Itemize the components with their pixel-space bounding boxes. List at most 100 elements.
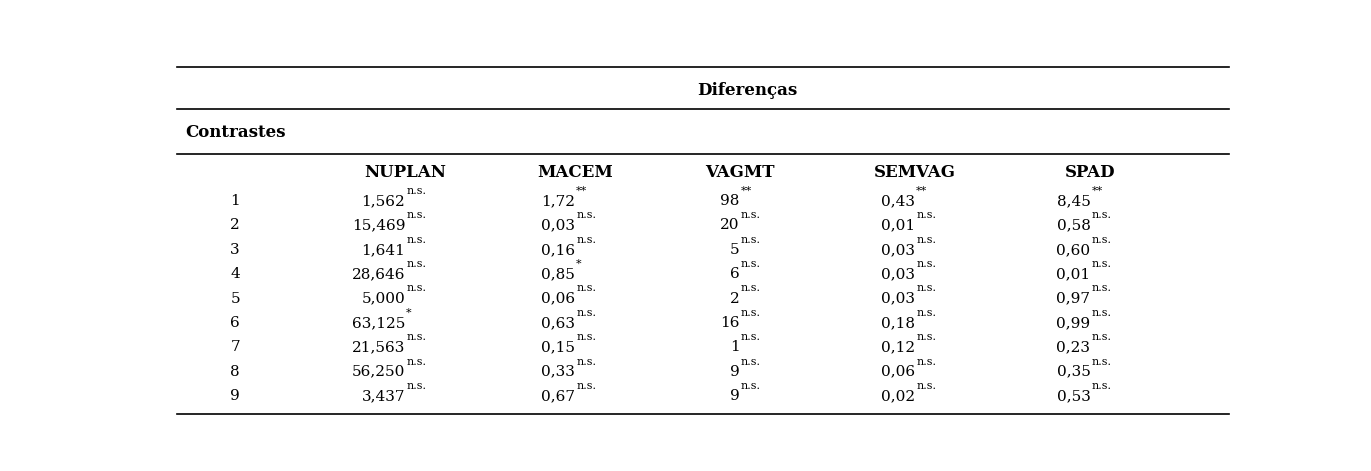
Text: 56,250: 56,250	[352, 365, 406, 379]
Text: 3: 3	[230, 243, 240, 257]
Text: 1,641: 1,641	[361, 243, 406, 257]
Text: n.s.: n.s.	[1091, 357, 1112, 366]
Text: 0,67: 0,67	[542, 389, 576, 403]
Text: 0,12: 0,12	[882, 341, 916, 354]
Text: n.s.: n.s.	[1091, 211, 1112, 220]
Text: 5: 5	[731, 243, 740, 257]
Text: n.s.: n.s.	[406, 211, 426, 220]
Text: VAGMT: VAGMT	[705, 164, 775, 181]
Text: 0,23: 0,23	[1057, 341, 1090, 354]
Text: n.s.: n.s.	[740, 235, 761, 245]
Text: SPAD: SPAD	[1065, 164, 1116, 181]
Text: n.s.: n.s.	[406, 186, 426, 196]
Text: 2: 2	[230, 219, 240, 233]
Text: *: *	[406, 308, 411, 318]
Text: 0,99: 0,99	[1056, 316, 1090, 330]
Text: n.s.: n.s.	[916, 357, 936, 366]
Text: 0,06: 0,06	[882, 365, 916, 379]
Text: n.s.: n.s.	[1091, 381, 1112, 391]
Text: 0,03: 0,03	[882, 292, 916, 306]
Text: n.s.: n.s.	[916, 235, 936, 245]
Text: 0,58: 0,58	[1057, 219, 1090, 233]
Text: 15,469: 15,469	[351, 219, 406, 233]
Text: **: **	[740, 186, 753, 196]
Text: Contrastes: Contrastes	[185, 124, 285, 141]
Text: n.s.: n.s.	[406, 235, 426, 245]
Text: n.s.: n.s.	[576, 381, 596, 391]
Text: n.s.: n.s.	[1091, 308, 1112, 318]
Text: 2: 2	[731, 292, 740, 306]
Text: 0,18: 0,18	[882, 316, 916, 330]
Text: 98: 98	[720, 194, 740, 208]
Text: 0,97: 0,97	[1057, 292, 1090, 306]
Text: n.s.: n.s.	[916, 211, 936, 220]
Text: n.s.: n.s.	[740, 308, 761, 318]
Text: 9: 9	[230, 389, 240, 403]
Text: n.s.: n.s.	[576, 284, 596, 293]
Text: **: **	[576, 186, 587, 196]
Text: n.s.: n.s.	[576, 211, 596, 220]
Text: *: *	[576, 259, 581, 269]
Text: n.s.: n.s.	[576, 235, 596, 245]
Text: **: **	[916, 186, 927, 196]
Text: 0,85: 0,85	[542, 267, 576, 281]
Text: 8: 8	[230, 365, 240, 379]
Text: n.s.: n.s.	[740, 211, 761, 220]
Text: **: **	[1091, 186, 1102, 196]
Text: n.s.: n.s.	[406, 259, 426, 269]
Text: 0,03: 0,03	[882, 243, 916, 257]
Text: 0,03: 0,03	[542, 219, 576, 233]
Text: n.s.: n.s.	[406, 332, 426, 342]
Text: Diferenças: Diferenças	[698, 82, 798, 99]
Text: n.s.: n.s.	[406, 381, 426, 391]
Text: n.s.: n.s.	[406, 284, 426, 293]
Text: n.s.: n.s.	[1091, 332, 1112, 342]
Text: n.s.: n.s.	[740, 259, 761, 269]
Text: n.s.: n.s.	[916, 332, 936, 342]
Text: 0,06: 0,06	[542, 292, 576, 306]
Text: 0,60: 0,60	[1056, 243, 1090, 257]
Text: n.s.: n.s.	[1091, 235, 1112, 245]
Text: 1,562: 1,562	[362, 194, 406, 208]
Text: 3,437: 3,437	[362, 389, 406, 403]
Text: 0,35: 0,35	[1057, 365, 1090, 379]
Text: n.s.: n.s.	[740, 332, 761, 342]
Text: 6: 6	[731, 267, 740, 281]
Text: 4: 4	[230, 267, 240, 281]
Text: 1,72: 1,72	[542, 194, 576, 208]
Text: 9: 9	[731, 365, 740, 379]
Text: n.s.: n.s.	[740, 381, 761, 391]
Text: NUPLAN: NUPLAN	[365, 164, 446, 181]
Text: n.s.: n.s.	[916, 308, 936, 318]
Text: 6: 6	[230, 316, 240, 330]
Text: n.s.: n.s.	[1091, 259, 1112, 269]
Text: 21,563: 21,563	[352, 341, 406, 354]
Text: 0,01: 0,01	[882, 219, 916, 233]
Text: n.s.: n.s.	[916, 284, 936, 293]
Text: n.s.: n.s.	[1091, 284, 1112, 293]
Text: 0,43: 0,43	[882, 194, 916, 208]
Text: n.s.: n.s.	[916, 259, 936, 269]
Text: n.s.: n.s.	[740, 357, 761, 366]
Text: n.s.: n.s.	[576, 357, 596, 366]
Text: 9: 9	[731, 389, 740, 403]
Text: SEMVAG: SEMVAG	[875, 164, 956, 181]
Text: 0,02: 0,02	[882, 389, 916, 403]
Text: 0,03: 0,03	[882, 267, 916, 281]
Text: 16: 16	[720, 316, 740, 330]
Text: 5: 5	[230, 292, 240, 306]
Text: n.s.: n.s.	[916, 381, 936, 391]
Text: 0,16: 0,16	[542, 243, 576, 257]
Text: 0,63: 0,63	[542, 316, 576, 330]
Text: 1: 1	[731, 341, 740, 354]
Text: n.s.: n.s.	[406, 357, 426, 366]
Text: 0,15: 0,15	[542, 341, 576, 354]
Text: n.s.: n.s.	[576, 332, 596, 342]
Text: MACEM: MACEM	[537, 164, 613, 181]
Text: 1: 1	[230, 194, 240, 208]
Text: n.s.: n.s.	[740, 284, 761, 293]
Text: 0,33: 0,33	[542, 365, 576, 379]
Text: 20: 20	[720, 219, 740, 233]
Text: 8,45: 8,45	[1057, 194, 1090, 208]
Text: 0,53: 0,53	[1057, 389, 1090, 403]
